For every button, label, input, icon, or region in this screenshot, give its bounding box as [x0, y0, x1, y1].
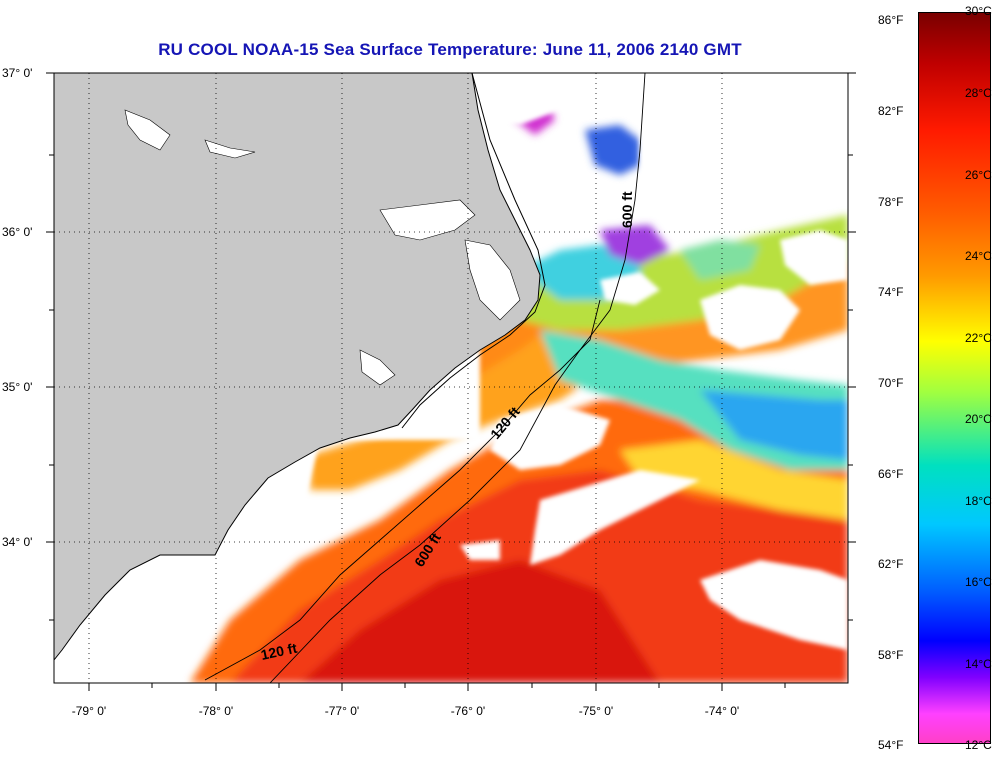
- cbar-f-62: 62°F: [878, 557, 904, 571]
- cbar-f-78: 78°F: [878, 195, 904, 209]
- lon-label-76: -76° 0': [451, 704, 485, 718]
- cbar-c-16: 16°C: [965, 575, 992, 589]
- cbar-c-12: 12°C: [965, 738, 992, 752]
- cbar-f-74: 74°F: [878, 285, 904, 299]
- isobaths: [204, 73, 646, 683]
- graticule: [54, 73, 848, 683]
- lon-label-78: -78° 0': [199, 704, 233, 718]
- plot-frame: [53, 72, 849, 684]
- lon-label-74: -74° 0': [705, 704, 739, 718]
- cbar-f-70: 70°F: [878, 376, 904, 390]
- map-title: RU COOL NOAA-15 Sea Surface Temperature:…: [158, 40, 742, 59]
- colorbar: [918, 12, 991, 744]
- cbar-f-54: 54°F: [878, 738, 904, 752]
- barrier-islands: [401, 73, 546, 429]
- lon-label-77: -77° 0': [325, 704, 359, 718]
- cbar-f-82: 82°F: [878, 104, 904, 118]
- isobath-label-600-north: 600 ft: [619, 191, 635, 228]
- lat-label-37: 37° 0': [2, 66, 32, 80]
- sounds: [124, 109, 521, 386]
- cbar-c-22: 22°C: [965, 331, 992, 345]
- cbar-f-86: 86°F: [878, 13, 904, 27]
- isobath-600ft: [269, 73, 646, 683]
- lon-label-75: -75° 0': [579, 704, 613, 718]
- axis-ticks: [46, 72, 856, 691]
- cbar-c-30: 30°C: [965, 4, 992, 18]
- isobath-label-120-south: 120 ft: [259, 640, 298, 663]
- cbar-c-20: 20°C: [965, 412, 992, 426]
- lat-label-35: 35° 0': [2, 380, 32, 394]
- lat-label-34: 34° 0': [2, 535, 32, 549]
- cbar-c-24: 24°C: [965, 249, 992, 263]
- cbar-c-18: 18°C: [965, 494, 992, 508]
- cbar-f-58: 58°F: [878, 648, 904, 662]
- lat-label-36: 36° 0': [2, 225, 32, 239]
- cbar-c-26: 26°C: [965, 168, 992, 182]
- lon-label-79: -79° 0': [72, 704, 106, 718]
- cbar-f-66: 66°F: [878, 467, 904, 481]
- cbar-c-14: 14°C: [965, 657, 992, 671]
- isobath-120ft: [204, 299, 601, 681]
- cbar-c-28: 28°C: [965, 86, 992, 100]
